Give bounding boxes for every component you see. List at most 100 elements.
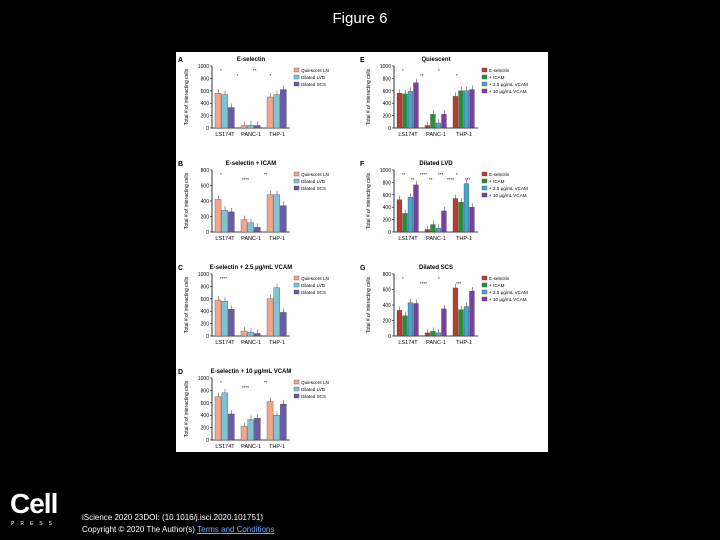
bar-F-0-0 (396, 199, 403, 233)
legend-swatch (481, 171, 488, 177)
x-tick-label: LS174T (215, 236, 235, 242)
chart-panel-A: A E-selectin Total # of interacting cells 0… (178, 57, 329, 138)
bar-A-0-1 (221, 94, 228, 129)
y-tick-label: 0 (206, 334, 209, 340)
legend-label: + 2.5 μg/mL VCAM (489, 290, 528, 295)
y-tick-label: 200 (201, 322, 210, 328)
bar-E-0-1 (402, 93, 408, 129)
legend-swatch (293, 74, 300, 80)
legend-swatch (481, 275, 488, 281)
bar-F-2-3 (469, 207, 475, 233)
y-tick-label: 0 (206, 230, 209, 236)
bar-B-1-2 (254, 227, 261, 233)
copyright-line: Copyright © 2020 The Author(s) Terms and… (82, 524, 274, 536)
panel-letter: C (178, 265, 183, 272)
bar-A-1-1 (247, 125, 254, 129)
panel-letter: A (178, 57, 183, 64)
legend-swatch (293, 393, 300, 399)
bar-A-2-1 (273, 94, 280, 129)
y-tick-label: 0 (206, 126, 209, 132)
panel-letter: B (178, 161, 183, 168)
legend-label: Quiescent LN (301, 68, 329, 73)
chart-panel-F: F Dilated LVD Total # of interacting cells… (360, 161, 528, 242)
bar-F-2-2 (463, 183, 470, 233)
y-tick-label: 800 (201, 388, 210, 394)
y-tick-label: 800 (383, 180, 392, 186)
bar-G-2-3 (469, 290, 475, 337)
x-tick-label: THP-1 (269, 340, 285, 346)
bar-A-1-0 (240, 125, 248, 129)
bar-B-2-0 (266, 194, 274, 233)
y-tick-label: 0 (388, 230, 391, 236)
panel-letter: D (178, 369, 183, 376)
legend-swatch (481, 74, 488, 80)
y-tick-label: 1000 (380, 168, 391, 174)
significance-marker: * (220, 172, 222, 177)
bar-G-1-2 (435, 332, 442, 337)
significance-marker: * (402, 276, 404, 281)
figure-svg: A E-selectin Total # of interacting cells 0… (178, 57, 528, 450)
y-tick-label: 1000 (198, 64, 209, 70)
bar-D-2-2 (280, 403, 287, 441)
legend-label: + ICAM (489, 283, 505, 288)
footer: iScience 2020 23DOI: (10.1016/j.isci.202… (82, 512, 274, 536)
bar-C-2-2 (280, 312, 287, 337)
chart-panel-E: E Quiescent Total # of interacting cells 0 2… (360, 57, 528, 138)
x-tick-label: PANC-1 (426, 340, 446, 346)
bar-E-0-3 (413, 82, 419, 129)
y-tick-label: 200 (383, 319, 392, 325)
bar-B-1-1 (247, 222, 254, 233)
bar-C-1-2 (254, 333, 261, 337)
legend-label: Dilated SCS (301, 186, 326, 191)
legend-swatch (293, 386, 300, 392)
x-tick-label: LS174T (398, 132, 418, 138)
y-tick-label: 400 (383, 101, 392, 107)
significance-marker: * (456, 172, 458, 177)
legend-swatch (481, 296, 488, 302)
y-tick-label: 200 (201, 215, 210, 221)
y-tick-label: 400 (383, 205, 392, 211)
legend-swatch (481, 81, 488, 87)
bar-D-1-2 (254, 418, 261, 441)
y-axis-label: Total # of interacting cells (184, 276, 190, 333)
bar-D-2-0 (266, 401, 274, 441)
y-axis-label: Total # of interacting cells (184, 172, 190, 229)
bar-C-0-2 (228, 309, 235, 337)
legend-label: E-selectin (489, 172, 510, 177)
legend-swatch (481, 185, 488, 191)
y-tick-label: 1000 (198, 376, 209, 382)
y-tick-label: 600 (201, 297, 210, 303)
y-tick-label: 400 (201, 199, 210, 205)
y-tick-label: 800 (201, 284, 210, 290)
legend-swatch (293, 185, 300, 191)
bar-F-1-2 (435, 228, 442, 233)
bar-G-0-1 (402, 315, 408, 337)
bar-A-2-0 (266, 96, 274, 129)
legend-swatch (481, 289, 488, 295)
legend-swatch (293, 81, 300, 87)
legend-label: + ICAM (489, 179, 505, 184)
y-tick-label: 200 (383, 114, 392, 120)
legend-label: Dilated LVD (301, 179, 326, 184)
bar-F-0-1 (402, 213, 408, 233)
bar-E-2-3 (469, 89, 475, 129)
y-axis-label: Total # of interacting cells (184, 380, 190, 437)
citation-text: iScience 2020 23DOI: (10.1016/j.isci.202… (82, 513, 264, 522)
y-tick-label: 800 (201, 76, 210, 82)
terms-link[interactable]: Terms and Conditions (197, 525, 275, 534)
significance-marker: *** (465, 177, 471, 182)
significance-marker: **** (447, 177, 454, 182)
x-tick-label: THP-1 (269, 444, 285, 450)
legend-swatch (293, 171, 300, 177)
y-axis-label: Total # of interacting cells (366, 68, 372, 125)
legend-label: Quiescent LN (301, 276, 329, 281)
y-tick-label: 400 (201, 101, 210, 107)
bar-G-0-2 (407, 302, 414, 337)
y-tick-label: 600 (383, 89, 392, 95)
legend-label: Quiescent LN (301, 172, 329, 177)
x-tick-label: THP-1 (269, 132, 285, 138)
y-tick-label: 200 (201, 114, 210, 120)
logo-main: Cell (10, 488, 58, 519)
cell-press-logo: Cell PRESS (10, 488, 66, 532)
panel-title: E-selectin + 2.5 μg/mL VCAM (210, 265, 292, 271)
